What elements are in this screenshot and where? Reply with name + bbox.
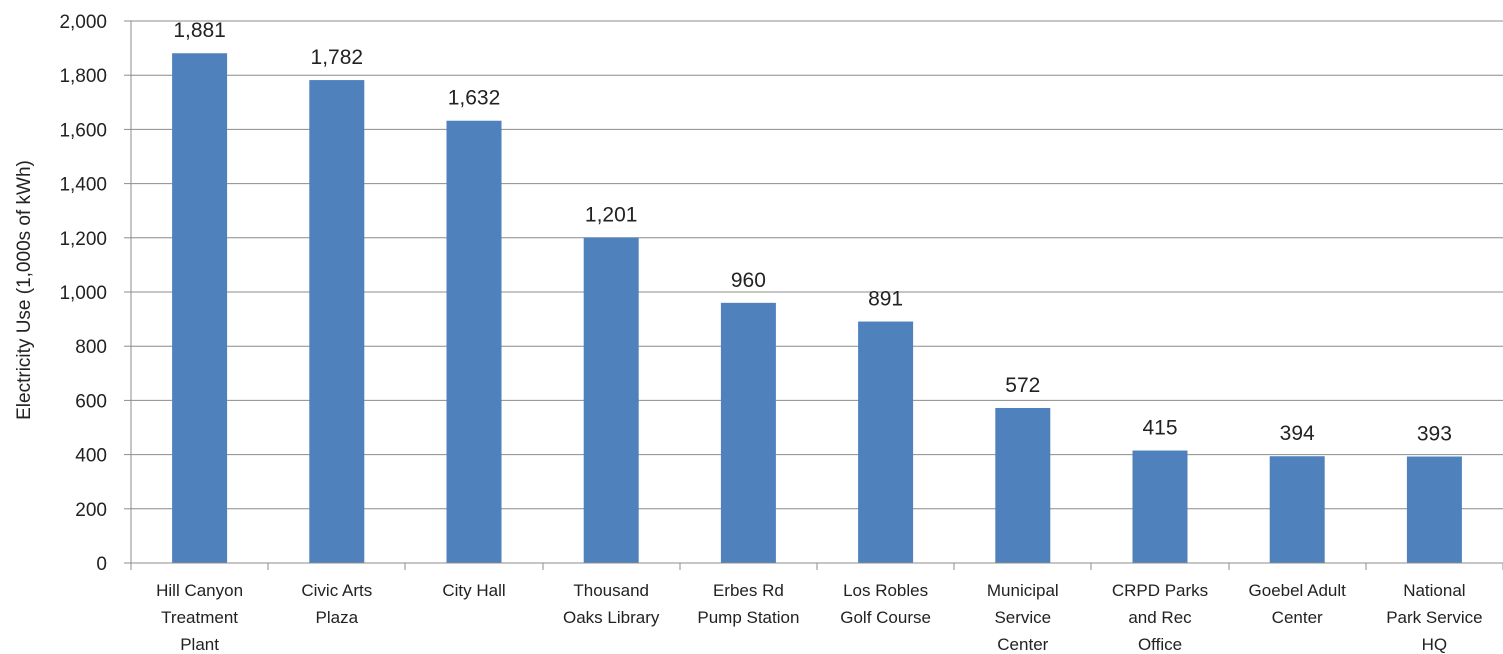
y-tick-label: 600 — [75, 391, 107, 412]
y-tick-label: 1,000 — [59, 283, 107, 304]
y-tick-label: 2,000 — [59, 12, 107, 33]
x-category-label: Center — [1272, 608, 1323, 627]
x-category-label: Golf Course — [840, 608, 931, 627]
y-tick-label: 800 — [75, 337, 107, 358]
x-category-label: Municipal — [987, 581, 1059, 600]
y-axis-title: Electricity Use (1,000s of kWh) — [14, 160, 35, 420]
bar-value-label: 1,632 — [448, 87, 501, 110]
bar — [172, 53, 228, 564]
data-labels: 1,881 1,782 1,632 1,201 960 891 572 415 394 393 — [173, 19, 1452, 445]
y-tick-label: 400 — [75, 446, 107, 467]
x-axis-category-labels: Hill Canyon Treatment Plant Civic Arts Plaza… — [156, 581, 1482, 654]
y-tick-label: 1,800 — [59, 66, 107, 87]
x-category-label: Service — [994, 608, 1051, 627]
x-category-label: Pump Station — [697, 608, 799, 627]
x-category-label: Los Robles — [843, 581, 928, 600]
bar — [858, 321, 914, 563]
bar — [720, 302, 776, 563]
bar-value-label: 393 — [1417, 422, 1452, 445]
bar-value-label: 960 — [731, 269, 766, 292]
x-category-label: Goebel Adult — [1249, 581, 1347, 600]
bar-value-label: 1,201 — [585, 204, 638, 227]
bar — [1406, 456, 1462, 563]
y-tick-label: 200 — [75, 500, 107, 521]
bar — [309, 80, 365, 563]
x-category-label: Park Service — [1386, 608, 1482, 627]
x-category-label: and Rec — [1128, 608, 1192, 627]
x-category-label: City Hall — [442, 581, 505, 600]
x-category-label: Plaza — [316, 608, 359, 627]
x-category-label: Plant — [180, 635, 219, 654]
bar-value-label: 572 — [1005, 374, 1040, 397]
x-category-label: Thousand — [573, 581, 649, 600]
bar-value-label: 1,782 — [311, 46, 364, 69]
x-category-label: Office — [1138, 635, 1182, 654]
x-category-label: Civic Arts — [301, 581, 372, 600]
x-category-label: Hill Canyon — [156, 581, 243, 600]
x-category-label: HQ — [1422, 635, 1448, 654]
y-tick-label: 1,400 — [59, 175, 107, 196]
bar-value-label: 415 — [1142, 417, 1177, 440]
bar — [1132, 450, 1188, 563]
bar-value-label: 1,881 — [173, 19, 226, 42]
bar — [446, 120, 502, 563]
bar-value-label: 891 — [868, 288, 903, 311]
y-tick-label: 1,200 — [59, 229, 107, 250]
y-tick-label: 1,600 — [59, 120, 107, 141]
x-category-label: National — [1403, 581, 1465, 600]
bar-value-label: 394 — [1280, 422, 1315, 445]
bars — [172, 53, 1462, 564]
x-category-label: Erbes Rd — [713, 581, 784, 600]
x-category-label: Oaks Library — [563, 608, 660, 627]
bar — [1269, 456, 1325, 563]
y-tick-label: 0 — [96, 554, 107, 575]
bar — [583, 237, 639, 564]
y-axis-ticks: 0 200 400 600 800 1,000 1,200 1,400 1,600 1,800 2,… — [59, 12, 131, 575]
x-category-label: Treatment — [161, 608, 238, 627]
bar — [995, 407, 1051, 563]
x-category-label: CRPD Parks — [1112, 581, 1208, 600]
x-category-label: Center — [997, 635, 1048, 654]
x-axis — [130, 21, 1503, 570]
